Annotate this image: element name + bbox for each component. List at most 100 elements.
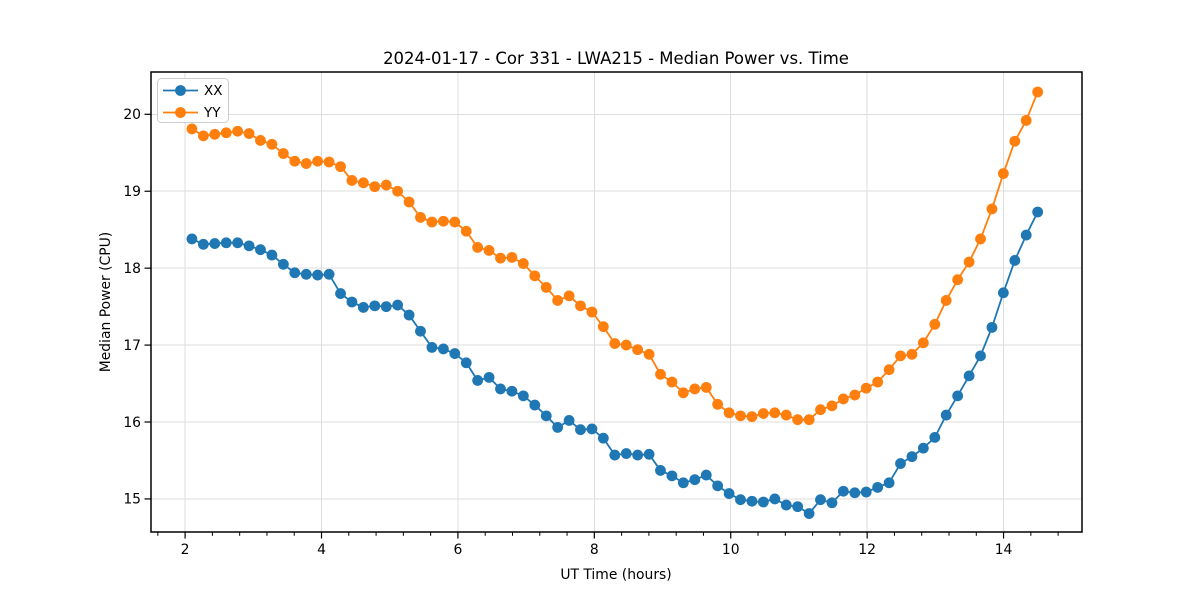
legend-item-yy: YY — [163, 105, 221, 121]
data-point-yy — [483, 245, 495, 256]
data-point-yy — [369, 181, 381, 193]
data-point-yy — [803, 414, 815, 426]
data-point-xx — [940, 409, 952, 421]
data-point-xx — [300, 268, 312, 280]
data-point-xx — [243, 240, 255, 252]
legend: XX YY — [157, 78, 229, 123]
data-point-yy — [575, 300, 586, 312]
y-tick-label: 17 — [123, 338, 141, 354]
data-point-xx — [380, 301, 392, 313]
x-tick-label: 14 — [995, 542, 1013, 558]
data-point-yy — [997, 168, 1009, 179]
data-point-xx — [632, 449, 644, 461]
data-point-yy — [826, 400, 838, 412]
data-point-xx — [837, 485, 849, 497]
y-tick-label: 19 — [123, 184, 141, 200]
data-point-yy — [757, 408, 769, 419]
data-point-xx — [803, 508, 815, 519]
data-point-xx — [643, 448, 655, 460]
data-point-xx — [426, 341, 438, 353]
series-line-xx — [191, 211, 1039, 515]
x-tick-label: 6 — [454, 542, 463, 558]
data-point-yy — [312, 155, 324, 167]
data-point-yy — [277, 148, 289, 159]
data-point-yy — [917, 337, 929, 349]
data-point-yy — [449, 216, 461, 228]
data-point-yy — [529, 270, 541, 282]
data-point-xx — [1020, 229, 1032, 241]
data-point-xx — [495, 383, 506, 395]
data-point-yy — [677, 387, 689, 399]
data-point-yy — [563, 290, 575, 302]
data-point-yy — [700, 381, 712, 393]
data-point-yy — [255, 135, 266, 146]
data-point-yy — [209, 128, 221, 140]
data-point-xx — [929, 431, 941, 443]
data-point-yy — [746, 411, 758, 423]
legend-label-xx: XX — [204, 83, 223, 99]
data-point-xx — [620, 448, 632, 459]
data-point-yy — [986, 203, 998, 215]
series-yy — [186, 86, 1044, 426]
data-point-yy — [289, 155, 301, 167]
legend-label-yy: YY — [203, 105, 221, 121]
data-point-yy — [346, 175, 358, 186]
data-point-yy — [438, 215, 449, 227]
data-point-yy — [357, 177, 369, 189]
data-point-xx — [826, 497, 838, 509]
data-point-yy — [860, 382, 872, 394]
data-point-xx — [815, 494, 826, 506]
data-point-xx — [403, 309, 415, 321]
data-point-yy — [1032, 86, 1044, 98]
data-point-yy — [197, 130, 209, 142]
data-point-yy — [540, 281, 552, 293]
data-point-yy — [186, 123, 198, 135]
data-point-yy — [220, 127, 232, 139]
data-point-xx — [460, 357, 472, 369]
data-point-yy — [712, 398, 724, 410]
data-point-yy — [323, 156, 335, 168]
data-point-yy — [243, 128, 255, 139]
data-point-yy — [426, 216, 438, 228]
data-point-yy — [586, 306, 598, 318]
data-point-xx — [963, 370, 975, 382]
data-point-yy — [392, 185, 404, 197]
data-point-xx — [757, 496, 769, 508]
data-point-xx — [769, 493, 781, 505]
data-point-xx — [266, 249, 278, 261]
chart-title: 2024-01-17 - Cor 331 - LWA215 - Median P… — [383, 49, 849, 68]
data-point-yy — [906, 348, 918, 360]
data-point-xx — [483, 371, 495, 383]
data-point-yy — [883, 364, 895, 376]
data-point-yy — [380, 179, 392, 191]
data-point-yy — [940, 295, 952, 306]
data-point-yy — [266, 138, 278, 150]
data-point-yy — [335, 161, 346, 173]
data-point-xx — [369, 300, 381, 312]
data-point-yy — [689, 383, 701, 395]
y-tick-label: 15 — [123, 492, 141, 508]
data-point-xx — [849, 487, 861, 499]
data-point-yy — [895, 350, 906, 362]
legend-marker-yy — [175, 107, 186, 118]
data-point-xx — [357, 301, 369, 313]
data-point-yy — [655, 368, 666, 380]
data-point-xx — [860, 486, 872, 498]
data-point-xx — [712, 480, 724, 492]
data-point-xx — [312, 269, 324, 281]
data-point-yy — [963, 256, 975, 268]
data-point-xx — [597, 432, 609, 444]
data-point-yy — [552, 295, 564, 306]
x-tick-label: 4 — [317, 542, 326, 558]
data-point-xx — [552, 421, 564, 433]
data-point-yy — [1020, 115, 1032, 126]
data-point-yy — [723, 407, 735, 419]
data-point-xx — [506, 385, 518, 397]
data-point-xx — [792, 501, 804, 513]
data-point-xx — [952, 390, 964, 402]
data-point-xx — [883, 477, 895, 489]
data-point-yy — [506, 251, 518, 263]
data-point-yy — [643, 348, 655, 360]
data-point-xx — [872, 481, 884, 493]
